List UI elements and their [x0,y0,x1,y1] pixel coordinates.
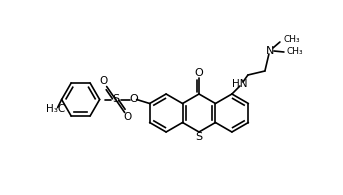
Text: O: O [99,76,108,87]
Text: O: O [123,113,132,122]
Text: S: S [112,95,119,105]
Text: N: N [266,46,274,56]
Text: S: S [196,132,203,142]
Text: HN: HN [232,79,248,89]
Text: O: O [129,93,138,104]
Text: O: O [194,68,203,78]
Text: CH₃: CH₃ [287,48,304,57]
Text: H₃C: H₃C [46,105,65,114]
Text: CH₃: CH₃ [284,35,300,43]
